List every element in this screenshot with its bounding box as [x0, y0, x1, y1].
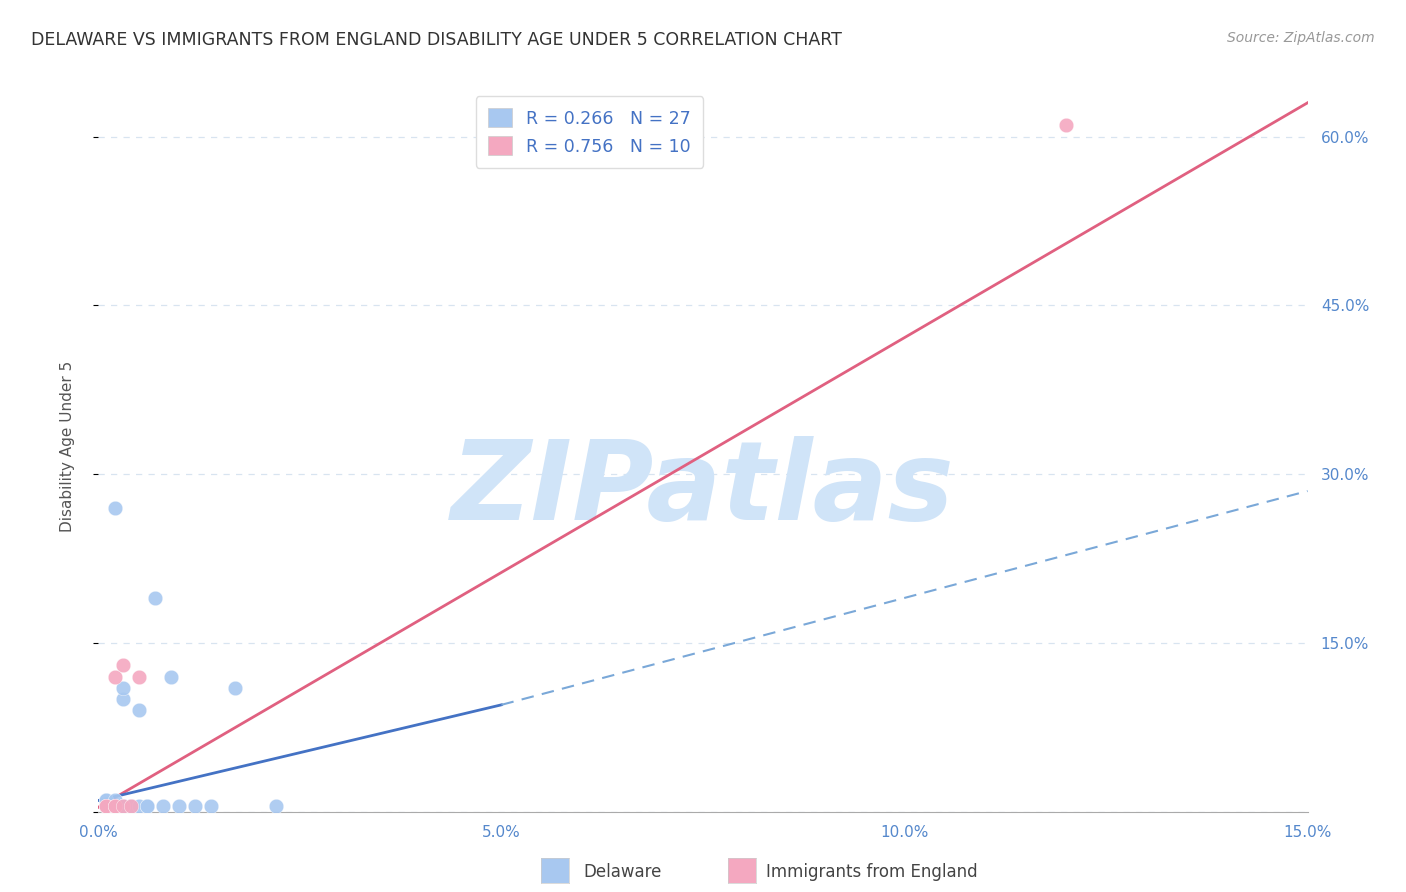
Point	[96, 793, 118, 807]
Point	[96, 799, 118, 814]
Legend: R = 0.266   N = 27, R = 0.756   N = 10: R = 0.266 N = 27, R = 0.756 N = 10	[475, 96, 703, 168]
Point	[96, 799, 118, 814]
Point	[111, 658, 134, 673]
Point	[224, 681, 246, 695]
Point	[103, 799, 125, 814]
Point	[120, 799, 142, 814]
Y-axis label: Disability Age Under 5: Disability Age Under 5	[60, 360, 75, 532]
Point	[120, 799, 142, 814]
Point	[200, 799, 222, 814]
Point	[167, 799, 190, 814]
Text: Source: ZipAtlas.com: Source: ZipAtlas.com	[1227, 31, 1375, 45]
Point	[143, 591, 166, 605]
Point	[111, 692, 134, 706]
Point	[96, 799, 118, 814]
Point	[96, 799, 118, 814]
Point	[111, 799, 134, 814]
Point	[111, 799, 134, 814]
Text: ZIPatlas: ZIPatlas	[451, 436, 955, 543]
Point	[160, 670, 183, 684]
Point	[184, 799, 207, 814]
Point	[128, 703, 150, 717]
Point	[103, 793, 125, 807]
Point	[120, 799, 142, 814]
Point	[103, 670, 125, 684]
Point	[152, 799, 174, 814]
Point	[103, 799, 125, 814]
Point	[135, 799, 157, 814]
Point	[96, 793, 118, 807]
Point	[128, 799, 150, 814]
Text: DELAWARE VS IMMIGRANTS FROM ENGLAND DISABILITY AGE UNDER 5 CORRELATION CHART: DELAWARE VS IMMIGRANTS FROM ENGLAND DISA…	[31, 31, 842, 49]
Point	[128, 670, 150, 684]
Point	[111, 799, 134, 814]
Point	[135, 799, 157, 814]
Point	[264, 799, 287, 814]
Text: Immigrants from England: Immigrants from England	[766, 863, 979, 881]
Point	[103, 500, 125, 515]
Point	[103, 799, 125, 814]
Point	[103, 799, 125, 814]
Point	[1054, 118, 1077, 132]
Point	[111, 799, 134, 814]
Text: Delaware: Delaware	[583, 863, 662, 881]
Point	[111, 681, 134, 695]
